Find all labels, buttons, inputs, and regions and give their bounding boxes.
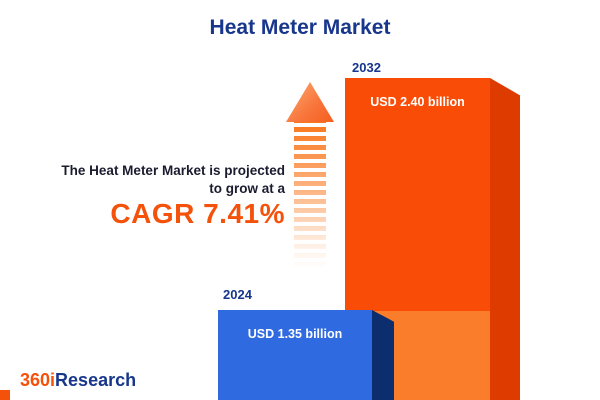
bar-2032-year-label: 2032 [352, 60, 381, 75]
annotation-line-2: to grow at a [209, 181, 285, 196]
cagr-value: CAGR 7.41% [110, 198, 285, 229]
bar-2024-year-label: 2024 [223, 287, 252, 302]
bar-2024 [218, 310, 372, 400]
logo-brand-navy: Research [55, 370, 137, 390]
growth-arrow-fade [294, 118, 326, 270]
bar-2024-side-face [372, 310, 394, 400]
logo-brand-orange: 360i [20, 370, 56, 390]
growth-arrow-icon [286, 82, 334, 122]
bar-2032-value-label: USD 2.40 billion [370, 95, 465, 109]
logo: 360iResearch [20, 370, 136, 391]
page-title: Heat Meter Market [209, 16, 391, 39]
annotation-line-1: The Heat Meter Market is projected [61, 163, 285, 178]
growth-annotation: The Heat Meter Market is projected to gr… [0, 162, 285, 229]
bar-2032-side-face [490, 78, 520, 400]
bar-2024-value-label: USD 1.35 billion [247, 327, 343, 341]
corner-accent-square [0, 390, 10, 400]
